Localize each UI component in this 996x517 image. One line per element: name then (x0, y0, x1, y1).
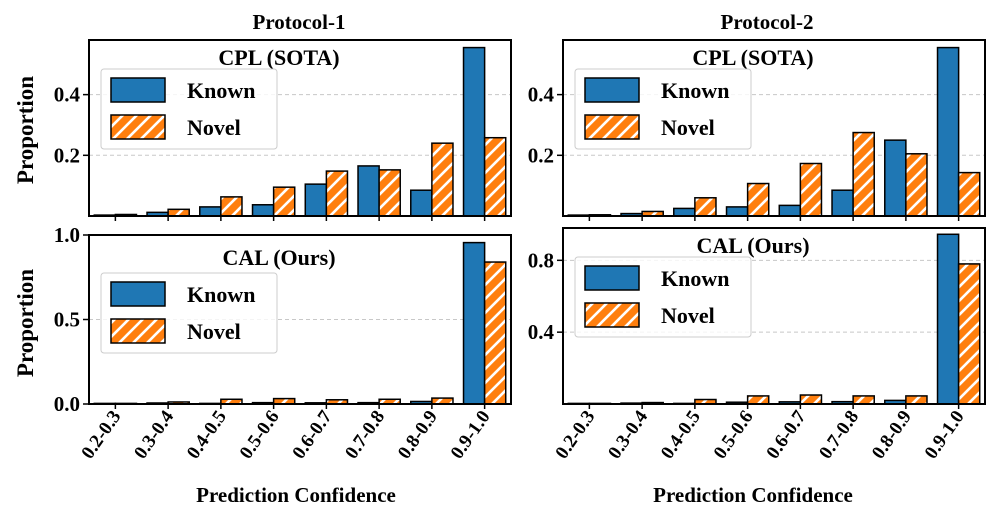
novel-bar (799, 162, 823, 217)
chart-panel-1: 0.2 0.4 CPL (SOTA) Known Novel (54, 39, 512, 221)
y-axis-label-bottom: Proportion (13, 269, 38, 377)
known-bar (410, 189, 433, 217)
x-tick-label: 0.8-0.9 (868, 407, 916, 463)
known-bar (673, 207, 696, 217)
known-bar (199, 206, 222, 217)
x-tick-label: 0.5-0.6 (710, 407, 758, 463)
y-tick-label: 0.4 (54, 83, 81, 107)
x-tick-label: 0.6-0.7 (288, 406, 336, 463)
y-tick-label: 1.0 (54, 223, 80, 247)
novel-bar (852, 395, 875, 405)
novel-bar (325, 170, 349, 217)
y-tick-label: 0.4 (528, 83, 555, 107)
x-tick-label: 0.8-0.9 (394, 407, 442, 463)
plot-frame (88, 39, 512, 217)
novel-bar (957, 263, 981, 405)
legend-label-novel: Novel (661, 303, 715, 328)
known-bar (251, 204, 275, 217)
legend-swatch-known (110, 281, 166, 307)
novel-bar (272, 186, 296, 217)
x-tick-label: 0.2-0.3 (551, 407, 599, 463)
y-axis-label-top: Proportion (13, 76, 38, 184)
known-bar (831, 189, 854, 217)
x-tick-label: 0.6-0.7 (762, 406, 810, 463)
novel-bar (957, 171, 981, 217)
legend-swatch-novel (110, 318, 166, 344)
legend-swatch-known (584, 265, 640, 291)
legend-swatch-novel (110, 114, 166, 140)
novel-bar (483, 261, 507, 405)
y-tick-label: 0.4 (528, 320, 555, 344)
novel-bar (905, 395, 928, 405)
known-bar (936, 233, 960, 405)
novel-bar (483, 136, 507, 217)
x-tick-label: 0.4-0.5 (183, 407, 231, 463)
x-tick-label: 0.2-0.3 (77, 407, 125, 463)
column-title-protocol-2: Protocol-2 (721, 10, 814, 34)
known-bar (936, 46, 960, 217)
legend-swatch-novel (584, 302, 640, 328)
plot-frame (562, 227, 986, 405)
novel-bar (431, 142, 454, 217)
legend-swatch-known (110, 77, 166, 103)
known-bar (304, 183, 328, 217)
x-tick-label: 0.3-0.4 (604, 406, 652, 463)
novel-bar (905, 153, 928, 217)
y-tick-label: 0.2 (528, 143, 554, 167)
column-title-protocol-1: Protocol-1 (253, 10, 346, 34)
novel-bar (746, 395, 770, 405)
subplot-title: CPL (SOTA) (218, 45, 339, 70)
known-bar (462, 241, 486, 405)
legend-label-known: Known (661, 266, 729, 291)
x-tick-label: 0.4-0.5 (657, 407, 705, 463)
subplot-title: CAL (Ours) (222, 245, 335, 270)
novel-bar (852, 131, 875, 217)
legend-label-novel: Novel (187, 115, 241, 140)
legend-label-known: Known (187, 282, 255, 307)
x-tick-label: 0.7-0.8 (815, 407, 863, 463)
novel-bar (378, 169, 401, 217)
known-bar (725, 206, 749, 217)
x-tick-label: 0.7-0.8 (341, 407, 389, 463)
x-tick-label: 0.9-1.0 (447, 407, 495, 463)
known-bar (462, 46, 486, 217)
y-tick-label: 0.8 (528, 248, 554, 272)
known-bar (778, 204, 802, 217)
novel-bar (694, 197, 717, 217)
legend-label-known: Known (661, 78, 729, 103)
legend-label-novel: Novel (661, 115, 715, 140)
legend-swatch-novel (584, 114, 640, 140)
novel-bar (799, 394, 823, 405)
chart-panel-4: 0.4 0.8 0.2-0.3 0.3-0.4 0.4-0.5 0.5-0.6 0.6-0.… (528, 227, 986, 463)
x-axis-label-right: Prediction Confidence (653, 483, 853, 507)
plot-frame (562, 39, 986, 217)
x-tick-label: 0.9-1.0 (921, 407, 969, 463)
chart-panel-3: 0.0 0.5 1.0 0.2-0.3 0.3-0.4 0.4-0.5 0.5-0.6 0.6… (54, 223, 512, 463)
x-tick-label: 0.5-0.6 (236, 407, 284, 463)
y-tick-label: 0.5 (54, 308, 80, 332)
novel-bar (746, 182, 770, 217)
novel-bar (167, 208, 190, 217)
novel-bar (220, 196, 243, 217)
legend-label-novel: Novel (187, 319, 241, 344)
y-tick-label: 0.0 (54, 392, 80, 416)
subplot-title: CPL (SOTA) (692, 45, 813, 70)
known-bar (884, 139, 907, 217)
x-tick-label: 0.3-0.4 (130, 406, 178, 463)
subplot-title: CAL (Ours) (696, 233, 809, 258)
x-axis-label-left: Prediction Confidence (196, 483, 396, 507)
known-bar (357, 165, 380, 217)
chart-panel-2: 0.2 0.4 CPL (SOTA) Known Novel (528, 39, 986, 221)
legend-swatch-known (584, 77, 640, 103)
legend-label-known: Known (187, 78, 255, 103)
y-tick-label: 0.2 (54, 143, 80, 167)
